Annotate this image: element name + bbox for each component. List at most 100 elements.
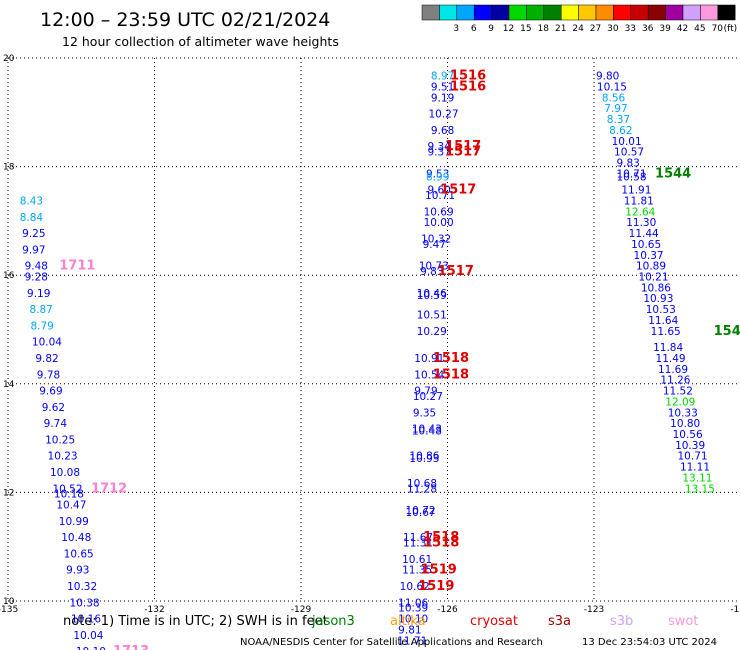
color-scale-tick-label: 45 bbox=[694, 24, 705, 34]
color-scale-swatch bbox=[682, 4, 701, 21]
wave-height-label: 10.01 bbox=[612, 136, 642, 148]
pass-number-label: 1517 bbox=[438, 264, 474, 279]
pass-number-label: 1518 bbox=[423, 530, 459, 545]
wave-height-label: 10.65 bbox=[631, 239, 661, 251]
x-tick-label: -129 bbox=[291, 605, 312, 615]
wave-height-label: 11.67 bbox=[403, 532, 433, 544]
wave-height-label: 12.64 bbox=[625, 206, 655, 218]
color-scale-tick-label: 39 bbox=[659, 24, 671, 34]
wave-height-label: 10.15 bbox=[597, 81, 627, 93]
color-scale-swatch bbox=[456, 4, 475, 21]
color-scale-tick-label: 6 bbox=[471, 24, 477, 34]
wave-height-label: 10.80 bbox=[670, 418, 700, 430]
wave-height-label: 11.65 bbox=[651, 326, 681, 338]
color-scale-swatch bbox=[543, 4, 562, 21]
wave-height-label: 9.81 bbox=[398, 624, 421, 636]
pass-number-label: 1713 bbox=[113, 644, 149, 650]
satellite-legend: jason3 altika cryosat s3a s3b swot bbox=[311, 614, 698, 629]
wave-height-label: 13.11 bbox=[682, 472, 712, 484]
wave-height-label: 11.44 bbox=[629, 228, 659, 240]
color-scale-tick-label: 42 bbox=[677, 24, 688, 34]
wave-height-label: 10.23 bbox=[48, 451, 78, 463]
color-scale-tick-label: 70 bbox=[712, 24, 724, 34]
color-scale-tick-label: 9 bbox=[488, 24, 494, 34]
wave-height-label: 10.89 bbox=[636, 261, 666, 273]
wave-height-label: 9.83 bbox=[616, 157, 639, 169]
y-tick-label: 18 bbox=[3, 163, 15, 173]
wave-height-label: 9.51 bbox=[431, 81, 454, 93]
wave-height-label: 10.91 bbox=[414, 353, 444, 365]
wave-height-label: 11.69 bbox=[658, 364, 688, 376]
wave-height-label: 10.67 bbox=[406, 507, 436, 519]
satellite-legend-entry: jason3 bbox=[311, 614, 355, 629]
wave-height-label: 10.47 bbox=[56, 500, 86, 512]
wave-height-label: 10.62 bbox=[400, 581, 430, 593]
wave-height-label: 10.08 bbox=[50, 467, 80, 479]
wave-height-label: 9.35 bbox=[413, 407, 436, 419]
wave-height-label: 10.71 bbox=[678, 451, 708, 463]
wave-height-label: 9.62 bbox=[42, 402, 65, 414]
wave-height-label: 10.38 bbox=[70, 597, 100, 609]
color-scale-legend: 3 6 9 12 15 18 21 24 27 30 33 36 39 42 45 70 (ft) bbox=[421, 4, 737, 34]
pass-labels: 1516151615171517151715171518151815181518… bbox=[59, 69, 740, 650]
pass-number-label: 1517 bbox=[440, 183, 476, 198]
wave-height-label: 9.28 bbox=[25, 272, 48, 284]
wave-height-label: 8.97 bbox=[431, 71, 454, 83]
y-tick-label: 16 bbox=[3, 271, 15, 281]
wave-height-label: 10.68 bbox=[407, 478, 437, 490]
color-scale-swatch bbox=[717, 4, 736, 21]
wave-height-label: 10.86 bbox=[409, 451, 439, 463]
wave-height-label: 10.32 bbox=[67, 581, 97, 593]
wave-height-label: 12.09 bbox=[665, 396, 695, 408]
wave-height-label: 8.43 bbox=[20, 195, 43, 207]
x-tick-label: -120 bbox=[730, 605, 740, 615]
footer-credit: NOAA/NESDIS Center for Satellite Applica… bbox=[240, 637, 543, 648]
wave-height-label: 13.15 bbox=[685, 483, 715, 495]
wave-height-label: 7.97 bbox=[604, 103, 627, 115]
wave-height-label: 9.82 bbox=[35, 353, 58, 365]
wave-height-label: 8.56 bbox=[602, 92, 626, 104]
y-tick-label: 14 bbox=[3, 380, 15, 390]
pass-number-label: 1516 bbox=[450, 79, 486, 94]
chart-subtitle: 12 hour collection of altimeter wave hei… bbox=[62, 34, 339, 49]
color-scale-tick-label: 18 bbox=[538, 24, 550, 34]
wave-height-label: 10.59 bbox=[417, 290, 447, 302]
wave-height-label: 10.52 bbox=[52, 483, 82, 495]
wave-height-label: 10.71 bbox=[425, 190, 455, 202]
wave-height-label: 10.54 bbox=[414, 369, 444, 381]
satellite-legend-entry: swot bbox=[668, 614, 698, 629]
color-scale-tick-label: 21 bbox=[555, 24, 566, 34]
wave-height-label: 9.97 bbox=[22, 244, 45, 256]
pass-number-label: 1544 bbox=[655, 166, 691, 181]
wave-height-label: 9.47 bbox=[423, 239, 446, 251]
pass-number-label: 1518 bbox=[433, 351, 469, 366]
wave-height-label: 11.06 bbox=[398, 597, 428, 609]
wave-height-label: 10.86 bbox=[641, 282, 671, 294]
wave-height-label: 11.31 bbox=[403, 538, 433, 550]
wave-height-label: 10.33 bbox=[668, 407, 698, 419]
wave-height-label: 10.32 bbox=[421, 234, 451, 246]
wave-height-label: 10.56 bbox=[673, 429, 703, 441]
satellite-legend-entry: cryosat bbox=[470, 614, 518, 629]
color-scale-swatch bbox=[595, 4, 614, 21]
pass-number-label: 1518 bbox=[423, 536, 459, 551]
satellite-legend-entry: altika bbox=[390, 614, 426, 629]
wave-height-label: 8.79 bbox=[30, 320, 53, 332]
wave-height-label: 9.93 bbox=[66, 565, 89, 577]
wave-height-labels: 8.43 8.84 9.25 9.97 9.489.28 9.19 8.87 8.79 10.0… bbox=[20, 71, 715, 650]
wave-height-label: 10.73 bbox=[419, 261, 449, 273]
pass-number-label: 1712 bbox=[91, 481, 127, 496]
color-scale-tick-label: 30 bbox=[607, 24, 619, 34]
pass-number-label: 1519 bbox=[418, 579, 454, 594]
wave-height-label: 10.71 bbox=[616, 168, 646, 180]
pass-number-label: 1519 bbox=[421, 563, 457, 578]
color-scale-tick-label: 15 bbox=[520, 24, 531, 34]
wave-height-label: 10.00 bbox=[424, 217, 454, 229]
wave-height-label: 8.87 bbox=[29, 304, 52, 316]
wave-height-label: 8.99 bbox=[426, 172, 449, 184]
wave-height-label: 10.37 bbox=[634, 250, 664, 262]
color-scale-swatch bbox=[560, 4, 579, 21]
pass-number-label: 1711 bbox=[59, 259, 95, 274]
wave-height-label: 9.25 bbox=[22, 228, 45, 240]
